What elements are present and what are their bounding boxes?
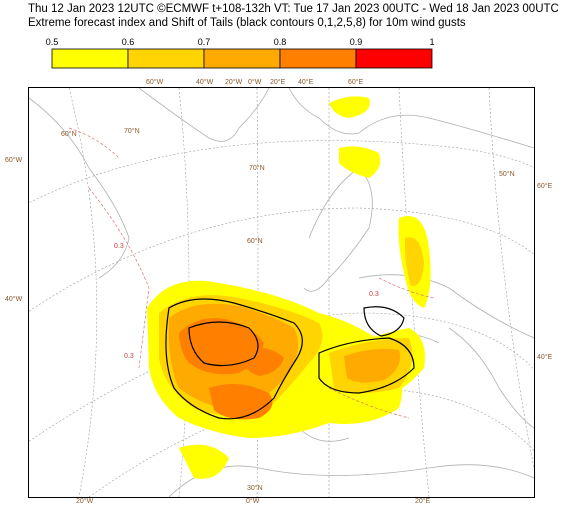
right-label-60e: 60°E (537, 183, 553, 190)
legend-tick-07: 0.7 (198, 37, 211, 47)
graticule (29, 88, 534, 497)
lat-label-30n: 30°N (247, 484, 263, 492)
legend-box-05-06 (51, 48, 129, 69)
lat-label-60n: 60°N (61, 130, 77, 138)
top-label-20w: 20°W (225, 79, 243, 86)
sot-contour-balkans (318, 337, 415, 394)
efi-colour-legend: 0.5 0.6 0.7 0.8 0.9 1 (46, 37, 435, 69)
top-label-0w: 0°W (248, 79, 262, 86)
top-label-40w: 40°W (196, 79, 214, 86)
contour-label-03-c: 0.3 (124, 353, 134, 360)
efi-shading (147, 96, 431, 479)
contour-label-03-a: 0.3 (114, 243, 124, 250)
efi-07-balkans (344, 348, 400, 383)
header-line-2: Extreme forecast index and Shift of Tail… (28, 17, 466, 29)
legend-box-08-09 (279, 48, 357, 69)
efi-08-alps (239, 347, 284, 376)
top-label-20e: 20°E (270, 79, 286, 86)
legend-box-09-1 (355, 48, 433, 69)
bottom-label-20w: 20°W (76, 498, 94, 505)
efi-05-scandinavia (339, 146, 381, 178)
right-label-40e: 40°E (537, 354, 553, 361)
lat-label-70n-east: 70°N (249, 164, 265, 172)
left-label-40w: 40°W (5, 296, 23, 303)
sot-contour-west (165, 298, 303, 420)
contour-label-03-b: 0.3 (369, 291, 379, 298)
efi-map: 70°N 60°N 70°N 60°N 30°N 50°N 0.3 0.3 0.… (28, 87, 535, 498)
legend-tick-06: 0.6 (122, 37, 135, 47)
sot-contours (165, 298, 415, 420)
lat-label-70n: 70°N (124, 127, 140, 135)
lat-label-50n: 50°N (499, 170, 515, 178)
left-label-60w: 60°W (5, 157, 23, 164)
legend-tick-08: 0.8 (274, 37, 287, 47)
sot-contour-eastern (363, 306, 405, 337)
dashed-contours (68, 127, 435, 419)
top-label-40e: 40°E (298, 79, 314, 86)
bottom-label-0w: 0°W (246, 498, 260, 505)
efi-05-scotland (329, 96, 370, 118)
efi-06-russia (404, 237, 424, 287)
legend-box-06-07 (127, 48, 205, 69)
legend-tick-1: 1 (429, 37, 434, 47)
sot-contour-inner (188, 321, 259, 367)
top-label-60w: 60°W (146, 79, 164, 86)
map-canvas: 70°N 60°N 70°N 60°N 30°N 50°N 0.3 0.3 0.… (29, 88, 534, 497)
efi-05-africa (179, 444, 229, 479)
legend-box-07-08 (203, 48, 281, 69)
top-label-60e: 60°E (348, 79, 364, 86)
header-line-1: Thu 12 Jan 2023 12UTC ©ECMWF t+108-132h … (28, 3, 559, 15)
bottom-label-20e: 20°E (415, 498, 431, 505)
legend-tick-05: 0.5 (46, 37, 59, 47)
efi-08-iberia (209, 384, 273, 420)
lat-label-60n-central: 60°N (247, 237, 263, 245)
legend-tick-09: 0.9 (350, 37, 363, 47)
coastlines (29, 88, 534, 497)
